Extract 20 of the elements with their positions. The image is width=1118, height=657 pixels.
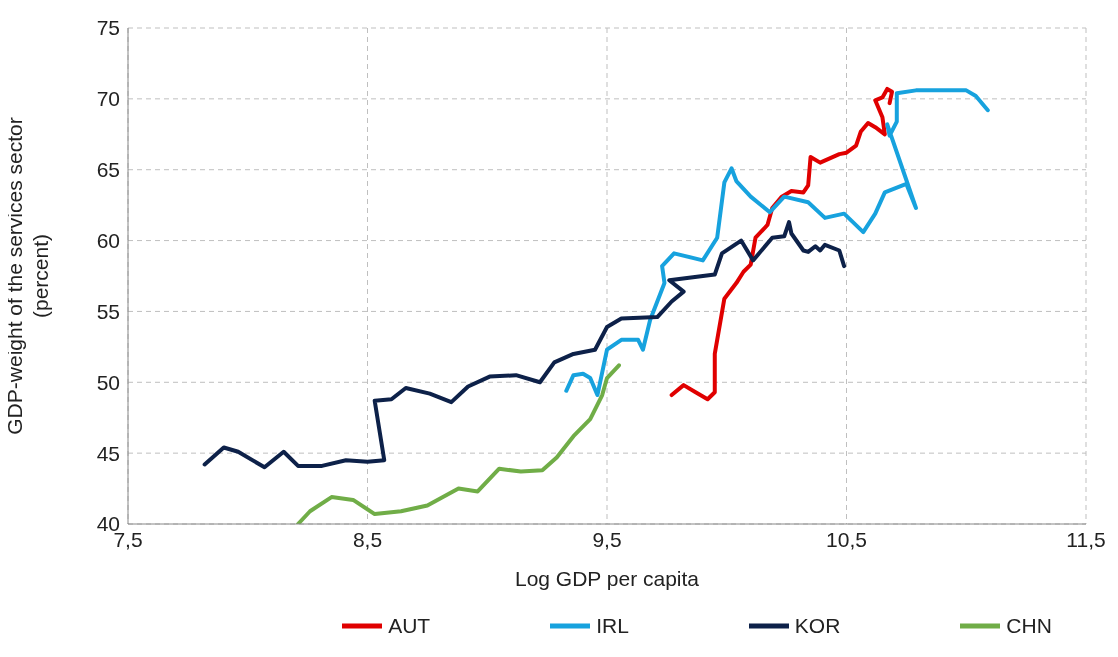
x-tick-label: 10,5 [826, 527, 867, 551]
legend-label: KOR [793, 614, 841, 638]
x-tick-label: 11,5 [1066, 527, 1106, 551]
legend-label: AUT [387, 614, 431, 638]
x-tick-label: 8,5 [352, 527, 383, 551]
legend-label: CHN [1005, 614, 1052, 638]
y-tick-label: 65 [96, 158, 120, 182]
y-tick-label: 70 [96, 87, 120, 111]
y-tick-label: 75 [96, 16, 120, 40]
line-series [564, 88, 990, 398]
y-tick-label: 45 [96, 441, 120, 465]
legend-label: IRL [595, 614, 629, 638]
x-axis-title: Log GDP per capita [514, 567, 700, 590]
line-series [296, 363, 621, 524]
x-tick-label: 9,5 [592, 527, 622, 551]
y-tick-label: 50 [96, 370, 120, 394]
y-tick-label: 55 [96, 299, 120, 323]
line-series [202, 220, 847, 470]
line-series [669, 86, 895, 402]
y-tick-label: 60 [96, 229, 120, 253]
